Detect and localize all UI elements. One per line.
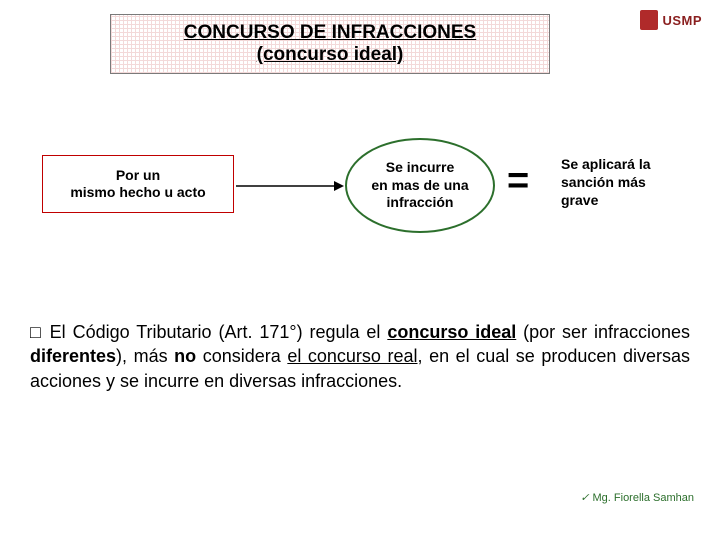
premise-box: Por un mismo hecho u acto bbox=[42, 155, 234, 213]
title-line-2: (concurso ideal) bbox=[257, 44, 404, 66]
arrow-icon bbox=[236, 179, 344, 193]
body-paragraph: □ El Código Tributario (Art. 171°) regul… bbox=[30, 320, 690, 393]
title-line-1: CONCURSO DE INFRACCIONES bbox=[184, 22, 476, 44]
premise-text: Por un mismo hecho u acto bbox=[70, 167, 205, 202]
author-credit: ✓ Mg. Fiorella Samhan bbox=[580, 491, 694, 504]
consequence-ellipse: Se incurre en mas de una infracción bbox=[345, 138, 495, 233]
result-text: Se aplicará la sanción más grave bbox=[561, 155, 696, 210]
bullet-square-icon: □ bbox=[30, 322, 43, 342]
logo-text: USMP bbox=[662, 13, 702, 28]
university-logo: USMP bbox=[640, 10, 702, 30]
logo-shield-icon bbox=[640, 10, 658, 30]
slide-title-box: CONCURSO DE INFRACCIONES (concurso ideal… bbox=[110, 14, 550, 74]
ellipse-text: Se incurre en mas de una infracción bbox=[371, 159, 468, 212]
equals-sign: = bbox=[507, 160, 529, 203]
